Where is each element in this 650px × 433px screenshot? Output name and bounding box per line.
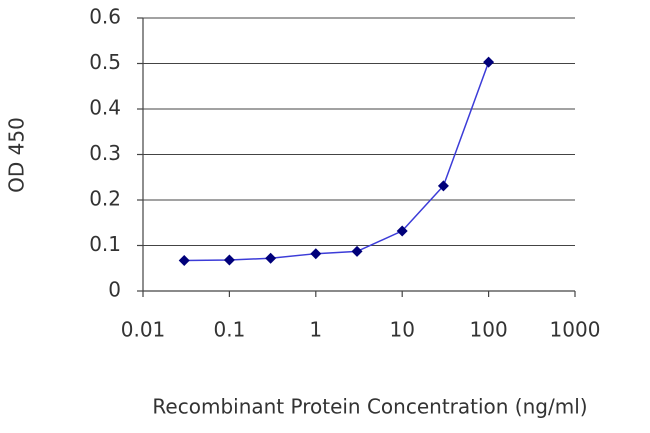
data-point (351, 245, 363, 257)
y-tick-label: 0.6 (89, 5, 121, 29)
data-point (178, 255, 190, 267)
x-tick-label: 1000 (550, 318, 601, 342)
y-tick-label: 0.5 (89, 50, 121, 74)
data-point (437, 180, 449, 192)
y-tick-label: 0 (108, 278, 121, 302)
x-tick-label: 10 (389, 318, 414, 342)
x-axis-title: Recombinant Protein Concentration (ng/ml… (152, 395, 587, 419)
data-point (265, 252, 277, 264)
x-tick-label: 100 (470, 318, 508, 342)
data-point (396, 225, 408, 237)
data-point (310, 248, 322, 260)
data-point (483, 56, 495, 68)
y-tick-label: 0.2 (89, 187, 121, 211)
y-axis-title: OD 450 (5, 117, 29, 193)
y-tick-label: 0.4 (89, 96, 121, 120)
x-tick-label: 1 (309, 318, 322, 342)
y-tick-label: 0.1 (89, 232, 121, 256)
x-tick-label: 0.1 (213, 318, 245, 342)
x-tick-label: 0.01 (121, 318, 166, 342)
y-tick-label: 0.3 (89, 141, 121, 165)
data-point (223, 254, 235, 266)
data-line (184, 61, 490, 262)
